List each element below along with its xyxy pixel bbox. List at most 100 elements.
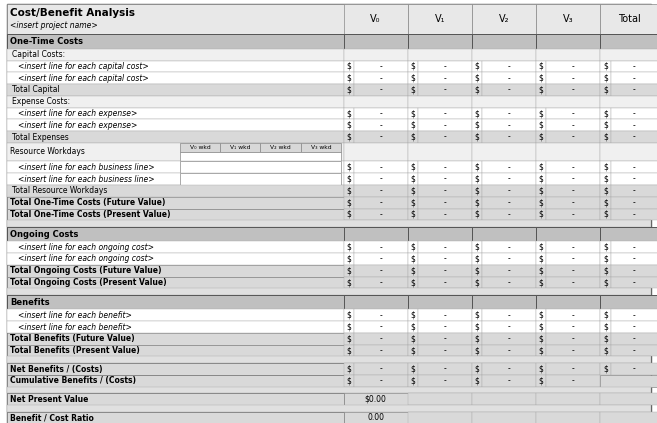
Text: -: -: [572, 163, 575, 172]
FancyBboxPatch shape: [7, 162, 344, 173]
Text: $: $: [603, 323, 608, 332]
FancyBboxPatch shape: [610, 309, 657, 321]
Text: $: $: [346, 74, 351, 82]
Text: -: -: [572, 323, 575, 332]
FancyBboxPatch shape: [7, 241, 344, 253]
FancyBboxPatch shape: [408, 333, 419, 345]
FancyBboxPatch shape: [7, 277, 344, 288]
FancyBboxPatch shape: [7, 60, 344, 72]
Text: Net Present Value: Net Present Value: [10, 395, 88, 404]
Text: -: -: [508, 62, 510, 71]
Text: V₃: V₃: [563, 14, 574, 25]
Text: <insert line for each business line>: <insert line for each business line>: [18, 163, 155, 172]
FancyBboxPatch shape: [7, 49, 344, 60]
Text: -: -: [443, 109, 446, 118]
FancyBboxPatch shape: [536, 227, 600, 241]
FancyBboxPatch shape: [472, 49, 536, 60]
FancyBboxPatch shape: [600, 84, 610, 96]
FancyBboxPatch shape: [600, 241, 610, 253]
Text: $: $: [346, 163, 351, 172]
Text: -: -: [633, 198, 635, 207]
Text: $: $: [603, 175, 608, 184]
Text: -: -: [572, 187, 575, 195]
Text: $: $: [603, 74, 608, 82]
FancyBboxPatch shape: [408, 393, 472, 405]
FancyBboxPatch shape: [408, 253, 419, 265]
FancyBboxPatch shape: [419, 209, 472, 220]
FancyBboxPatch shape: [600, 143, 657, 162]
FancyBboxPatch shape: [536, 119, 547, 131]
FancyBboxPatch shape: [472, 253, 482, 265]
FancyBboxPatch shape: [600, 119, 610, 131]
Text: -: -: [633, 109, 635, 118]
FancyBboxPatch shape: [419, 345, 472, 357]
FancyBboxPatch shape: [7, 321, 344, 333]
FancyBboxPatch shape: [482, 131, 536, 143]
FancyBboxPatch shape: [610, 209, 657, 220]
FancyBboxPatch shape: [7, 72, 344, 84]
Text: $: $: [411, 163, 415, 172]
FancyBboxPatch shape: [408, 345, 419, 357]
FancyBboxPatch shape: [610, 107, 657, 119]
FancyBboxPatch shape: [472, 162, 482, 173]
FancyBboxPatch shape: [7, 253, 344, 265]
Text: Cost/Benefit Analysis: Cost/Benefit Analysis: [10, 8, 135, 18]
FancyBboxPatch shape: [472, 277, 482, 288]
FancyBboxPatch shape: [482, 277, 536, 288]
FancyBboxPatch shape: [600, 72, 610, 84]
Text: -: -: [572, 109, 575, 118]
FancyBboxPatch shape: [600, 173, 610, 185]
FancyBboxPatch shape: [7, 131, 344, 143]
FancyBboxPatch shape: [547, 72, 600, 84]
Text: $: $: [539, 311, 544, 320]
FancyBboxPatch shape: [472, 60, 482, 72]
Text: -: -: [380, 175, 382, 184]
FancyBboxPatch shape: [354, 345, 408, 357]
FancyBboxPatch shape: [7, 288, 651, 295]
FancyBboxPatch shape: [354, 185, 408, 197]
Text: $: $: [474, 210, 480, 219]
FancyBboxPatch shape: [7, 393, 344, 405]
FancyBboxPatch shape: [600, 96, 657, 107]
FancyBboxPatch shape: [408, 185, 419, 197]
FancyBboxPatch shape: [472, 4, 536, 34]
FancyBboxPatch shape: [408, 162, 419, 173]
FancyBboxPatch shape: [354, 253, 408, 265]
FancyBboxPatch shape: [610, 197, 657, 209]
Text: -: -: [380, 187, 382, 195]
FancyBboxPatch shape: [7, 107, 344, 119]
Text: Total: Total: [618, 14, 641, 25]
FancyBboxPatch shape: [7, 309, 344, 321]
Text: Benefit / Cost Ratio: Benefit / Cost Ratio: [10, 413, 94, 423]
FancyBboxPatch shape: [547, 185, 600, 197]
FancyBboxPatch shape: [600, 295, 657, 309]
FancyBboxPatch shape: [472, 107, 482, 119]
Text: -: -: [508, 74, 510, 82]
FancyBboxPatch shape: [547, 197, 600, 209]
FancyBboxPatch shape: [610, 241, 657, 253]
Text: $: $: [411, 255, 415, 264]
Text: -: -: [508, 85, 510, 94]
FancyBboxPatch shape: [7, 357, 651, 363]
FancyBboxPatch shape: [344, 412, 408, 423]
FancyBboxPatch shape: [220, 143, 260, 152]
FancyBboxPatch shape: [472, 227, 536, 241]
Text: $: $: [474, 311, 480, 320]
Text: -: -: [380, 376, 382, 385]
FancyBboxPatch shape: [419, 185, 472, 197]
FancyBboxPatch shape: [419, 173, 472, 185]
Text: $: $: [539, 346, 544, 355]
FancyBboxPatch shape: [419, 309, 472, 321]
Text: -: -: [633, 323, 635, 332]
FancyBboxPatch shape: [354, 119, 408, 131]
Text: $: $: [411, 323, 415, 332]
FancyBboxPatch shape: [536, 209, 547, 220]
Text: -: -: [508, 365, 510, 374]
Text: $: $: [603, 198, 608, 207]
FancyBboxPatch shape: [7, 295, 651, 309]
Text: -: -: [380, 62, 382, 71]
FancyBboxPatch shape: [344, 393, 408, 405]
Text: $: $: [474, 62, 480, 71]
FancyBboxPatch shape: [536, 185, 547, 197]
FancyBboxPatch shape: [7, 209, 344, 220]
